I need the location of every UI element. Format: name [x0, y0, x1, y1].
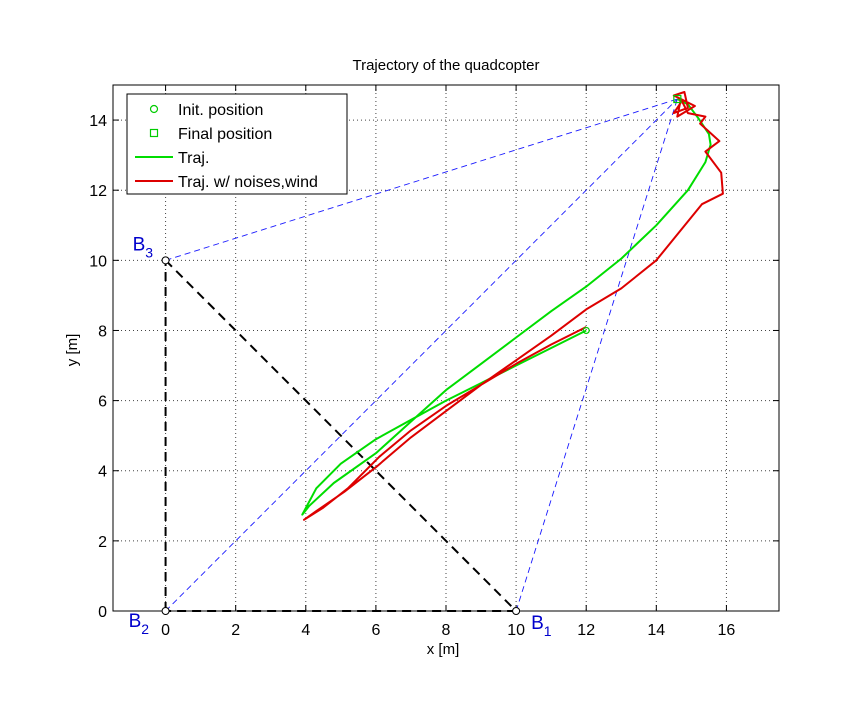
x-tick-label: 6 — [371, 622, 380, 639]
x-tick-label: 0 — [161, 622, 170, 639]
init-position-marker — [582, 326, 590, 335]
beacon-label: B1 — [531, 613, 552, 639]
beacon-marker — [161, 607, 170, 615]
legend-marker-square — [149, 128, 159, 138]
legend: Init. position Final position Traj. Traj. w… — [126, 93, 348, 195]
x-tick-label: 2 — [231, 622, 240, 639]
chart-title: Trajectory of the quadcopter — [352, 57, 539, 74]
x-tick-label: 12 — [577, 622, 595, 639]
y-tick-label: 10 — [89, 253, 107, 270]
y-tick-label: 6 — [98, 394, 107, 411]
y-axis-label: y [m] — [64, 334, 81, 367]
beacon-geometry — [161, 98, 678, 615]
beacon-marker — [161, 256, 170, 265]
beacon-triangle-edge — [164, 259, 517, 612]
position-markers — [582, 94, 682, 335]
series-line — [301, 98, 712, 516]
beacon-name: B — [129, 611, 142, 632]
beacon-name: B — [531, 613, 544, 634]
y-tick-label: 4 — [98, 464, 107, 481]
legend-label: Init. position — [178, 102, 263, 119]
y-tick-label: 8 — [98, 323, 107, 340]
range-line — [165, 98, 678, 612]
beacon-subscript: 1 — [544, 623, 552, 639]
x-tick-label: 10 — [507, 622, 525, 639]
legend-label: Traj. w/ noises,wind — [178, 174, 318, 191]
y-tick-label: 14 — [89, 113, 107, 130]
beacon-subscript: 2 — [141, 621, 149, 637]
series-line — [303, 91, 724, 521]
legend-marker-circle — [149, 104, 159, 114]
x-axis-label: x [m] — [427, 641, 460, 658]
y-tick-label: 2 — [98, 534, 107, 551]
x-tick-label: 4 — [301, 622, 310, 639]
beacon-name: B — [133, 234, 146, 255]
final-position-marker — [673, 94, 682, 104]
beacon-label: B2 — [129, 611, 150, 637]
y-tick-label: 12 — [89, 183, 107, 200]
x-tick-label: 14 — [647, 622, 665, 639]
y-tick-label: 0 — [98, 604, 107, 621]
beacon-subscript: 3 — [145, 244, 153, 260]
legend-label: Final position — [178, 126, 272, 143]
beacon-label: B3 — [133, 234, 154, 260]
legend-box — [126, 93, 348, 195]
x-tick-label: 16 — [718, 622, 736, 639]
beacon-marker — [512, 607, 521, 615]
x-tick-label: 8 — [442, 622, 451, 639]
series-layer — [301, 91, 724, 521]
legend-label: Traj. — [178, 150, 209, 167]
